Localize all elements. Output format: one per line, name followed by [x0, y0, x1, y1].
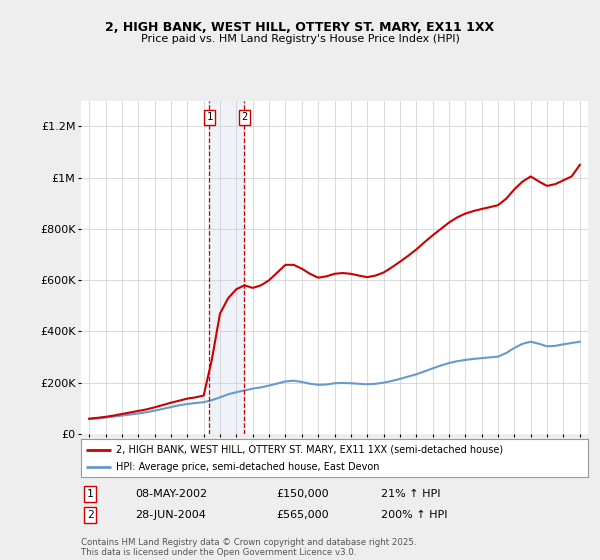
Text: Price paid vs. HM Land Registry's House Price Index (HPI): Price paid vs. HM Land Registry's House … [140, 34, 460, 44]
Text: £565,000: £565,000 [276, 510, 329, 520]
Bar [209, 101, 244, 434]
Text: 2, HIGH BANK, WEST HILL, OTTERY ST. MARY, EX11 1XX (semi-detached house): 2, HIGH BANK, WEST HILL, OTTERY ST. MARY… [116, 445, 503, 455]
Text: 1: 1 [206, 113, 212, 123]
Text: 2: 2 [86, 510, 94, 520]
Text: 21% ↑ HPI: 21% ↑ HPI [381, 489, 440, 499]
Text: Contains HM Land Registry data © Crown copyright and database right 2025.
This d: Contains HM Land Registry data © Crown c… [81, 538, 416, 557]
Text: 08-MAY-2002: 08-MAY-2002 [135, 489, 207, 499]
Text: 200% ↑ HPI: 200% ↑ HPI [381, 510, 448, 520]
Text: 2: 2 [241, 113, 248, 123]
Text: 1: 1 [86, 489, 94, 499]
Text: 28-JUN-2004: 28-JUN-2004 [135, 510, 206, 520]
Text: £150,000: £150,000 [276, 489, 329, 499]
Text: HPI: Average price, semi-detached house, East Devon: HPI: Average price, semi-detached house,… [116, 462, 380, 472]
Text: 2, HIGH BANK, WEST HILL, OTTERY ST. MARY, EX11 1XX: 2, HIGH BANK, WEST HILL, OTTERY ST. MARY… [106, 21, 494, 34]
